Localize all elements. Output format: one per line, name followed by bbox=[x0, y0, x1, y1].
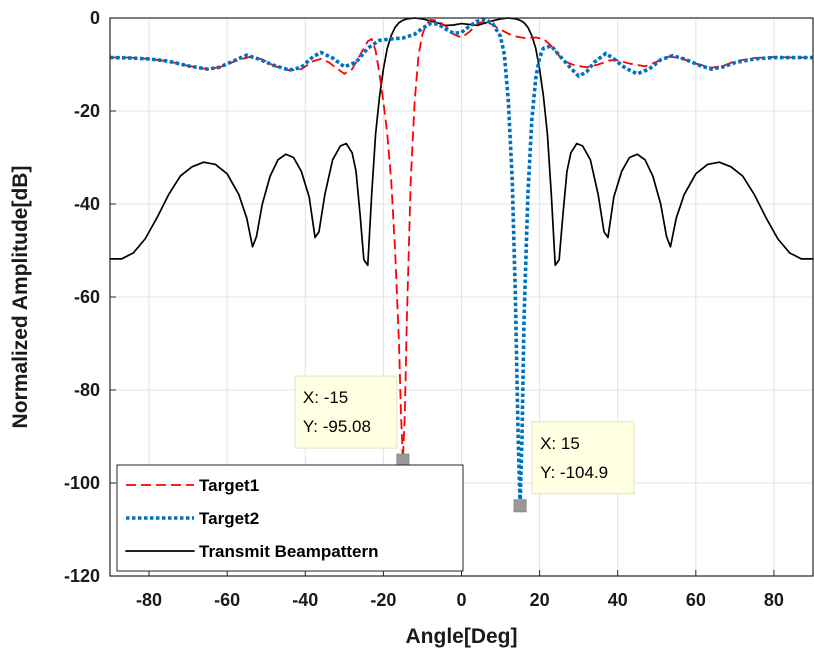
y-tick-label: -100 bbox=[64, 473, 100, 493]
x-tick-label: -80 bbox=[136, 590, 162, 610]
y-tick-label: -20 bbox=[74, 101, 100, 121]
datatip-x-label: X: 15 bbox=[540, 434, 580, 453]
x-tick-label: 80 bbox=[764, 590, 784, 610]
legend-label: Transmit Beampattern bbox=[199, 542, 379, 561]
series-line-target1 bbox=[110, 18, 813, 462]
y-tick-label: -40 bbox=[74, 194, 100, 214]
legend-label: Target1 bbox=[199, 476, 259, 495]
tick-labels: -80 -60 -40 -20 0 20 40 60 80 0 -20 -40 -60 -80 -100 -1… bbox=[64, 8, 784, 610]
x-tick-label: 20 bbox=[530, 590, 550, 610]
y-axis-title: Normalized Amplitude[dB] bbox=[9, 166, 32, 429]
datatip-marker bbox=[396, 453, 410, 467]
x-tick-label: -60 bbox=[214, 590, 240, 610]
y-tick-label: -80 bbox=[74, 380, 100, 400]
series-line-target2 bbox=[109, 17, 813, 508]
legend-label: Target2 bbox=[199, 509, 259, 528]
y-tick-label: -60 bbox=[74, 287, 100, 307]
datatip-x-label: X: -15 bbox=[303, 388, 348, 407]
datatip-y-label: Y: -104.9 bbox=[540, 463, 608, 482]
datatip-y-label: Y: -95.08 bbox=[303, 417, 371, 436]
x-tick-label: 0 bbox=[456, 590, 466, 610]
series-lines bbox=[109, 17, 814, 508]
datatips: X: -15 Y: -95.08 X: 15 Y: -104.9 bbox=[294, 375, 635, 513]
y-tick-label: 0 bbox=[90, 8, 100, 28]
series-line-transmit-beampattern bbox=[109, 17, 814, 267]
legend: Target1 Target2 Transmit Beampattern bbox=[116, 464, 464, 572]
datatip-box bbox=[294, 375, 398, 449]
x-axis-title: Angle[Deg] bbox=[406, 625, 518, 648]
x-tick-label: -20 bbox=[370, 590, 396, 610]
y-tick-label: -120 bbox=[64, 566, 100, 586]
x-tick-label: 60 bbox=[686, 590, 706, 610]
x-tick-label: -40 bbox=[292, 590, 318, 610]
x-tick-label: 40 bbox=[608, 590, 628, 610]
datatip-box bbox=[531, 421, 635, 495]
datatip-marker bbox=[513, 499, 527, 513]
